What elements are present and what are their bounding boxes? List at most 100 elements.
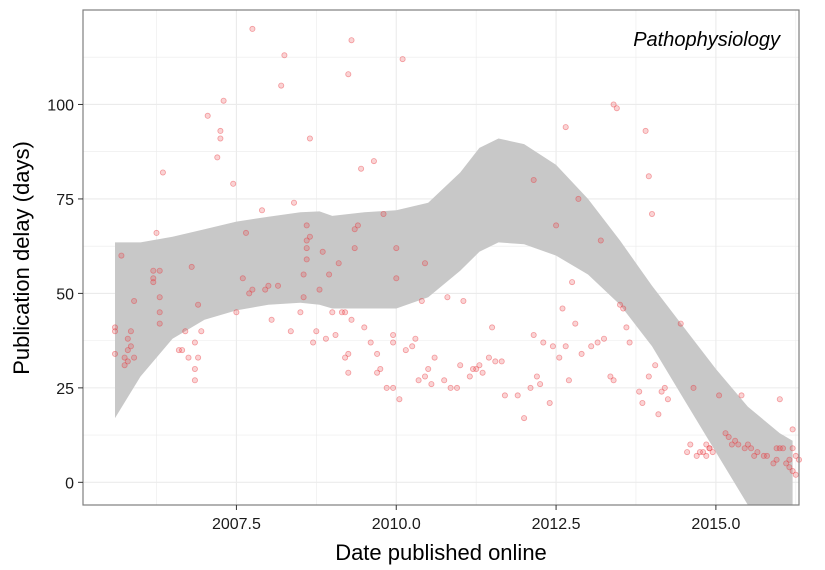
data-point bbox=[610, 101, 617, 108]
data-point bbox=[677, 320, 684, 327]
data-point bbox=[492, 358, 499, 365]
data-point bbox=[476, 362, 483, 369]
data-point bbox=[342, 354, 349, 361]
data-point bbox=[345, 369, 352, 376]
data-point bbox=[306, 135, 313, 142]
data-point bbox=[402, 347, 409, 354]
data-point bbox=[498, 358, 505, 365]
data-point bbox=[764, 452, 771, 459]
data-point bbox=[338, 309, 345, 316]
data-point bbox=[348, 37, 355, 44]
data-point bbox=[610, 377, 617, 384]
data-point bbox=[274, 282, 281, 289]
data-point bbox=[191, 365, 198, 372]
data-point bbox=[770, 460, 777, 467]
data-point bbox=[706, 445, 713, 452]
x-tick-label: 2007.5 bbox=[212, 516, 261, 533]
data-point bbox=[789, 426, 796, 433]
data-point bbox=[421, 373, 428, 380]
x-tick-label: 2010.0 bbox=[372, 516, 421, 533]
data-point bbox=[182, 328, 189, 335]
data-point bbox=[204, 112, 211, 119]
data-point bbox=[153, 229, 160, 236]
data-point bbox=[297, 309, 304, 316]
data-point bbox=[335, 260, 342, 267]
data-point bbox=[460, 297, 467, 304]
data-point bbox=[789, 445, 796, 452]
data-point bbox=[556, 354, 563, 361]
data-point bbox=[374, 350, 381, 357]
data-point bbox=[358, 165, 365, 172]
data-point bbox=[687, 441, 694, 448]
data-point bbox=[684, 449, 691, 456]
data-point bbox=[156, 267, 163, 274]
data-point bbox=[732, 437, 739, 444]
data-point bbox=[214, 154, 221, 161]
y-tick-label: 25 bbox=[56, 381, 74, 398]
data-point bbox=[188, 263, 195, 270]
panel-border bbox=[82, 9, 800, 506]
data-point bbox=[690, 384, 697, 391]
data-point bbox=[393, 275, 400, 282]
data-point bbox=[776, 445, 783, 452]
data-point bbox=[124, 335, 131, 342]
data-point bbox=[383, 384, 390, 391]
data-point bbox=[664, 396, 671, 403]
data-point bbox=[374, 369, 381, 376]
data-point bbox=[300, 294, 307, 301]
data-point bbox=[473, 365, 480, 372]
data-point bbox=[786, 464, 793, 471]
data-point bbox=[150, 275, 157, 282]
data-point bbox=[661, 384, 668, 391]
data-point bbox=[303, 256, 310, 263]
data-point bbox=[233, 309, 240, 316]
data-point bbox=[527, 384, 534, 391]
data-point bbox=[121, 362, 128, 369]
data-point bbox=[220, 97, 227, 104]
data-point bbox=[696, 449, 703, 456]
data-point bbox=[728, 441, 735, 448]
data-point bbox=[131, 354, 138, 361]
data-point bbox=[569, 279, 576, 286]
data-point bbox=[159, 169, 166, 176]
data-point bbox=[754, 449, 761, 456]
data-point bbox=[658, 388, 665, 395]
data-point bbox=[789, 467, 796, 474]
data-point bbox=[751, 452, 758, 459]
data-point bbox=[303, 237, 310, 244]
data-point bbox=[112, 324, 119, 331]
data-point bbox=[655, 411, 662, 418]
data-point bbox=[709, 449, 716, 456]
data-point bbox=[150, 279, 157, 286]
data-point bbox=[748, 445, 755, 452]
data-point bbox=[342, 309, 349, 316]
data-point bbox=[287, 328, 294, 335]
data-point bbox=[642, 127, 649, 134]
data-point bbox=[239, 275, 246, 282]
data-point bbox=[703, 452, 710, 459]
data-point bbox=[230, 180, 237, 187]
data-point bbox=[738, 392, 745, 399]
data-point bbox=[351, 226, 358, 233]
data-point bbox=[242, 229, 249, 236]
data-point bbox=[127, 343, 134, 350]
data-point bbox=[118, 252, 125, 259]
data-point bbox=[741, 445, 748, 452]
data-point bbox=[195, 301, 202, 308]
data-point bbox=[421, 260, 428, 267]
data-point bbox=[760, 452, 767, 459]
data-point bbox=[776, 396, 783, 403]
data-point bbox=[198, 328, 205, 335]
data-point bbox=[112, 350, 119, 357]
data-point bbox=[319, 248, 326, 255]
data-point bbox=[514, 392, 521, 399]
data-point bbox=[300, 271, 307, 278]
y-axis-title: Publication delay (days) bbox=[9, 141, 34, 375]
data-point bbox=[127, 328, 134, 335]
data-point bbox=[345, 71, 352, 78]
data-points bbox=[112, 25, 803, 478]
data-point bbox=[112, 328, 119, 335]
data-point bbox=[786, 456, 793, 463]
data-point bbox=[485, 354, 492, 361]
